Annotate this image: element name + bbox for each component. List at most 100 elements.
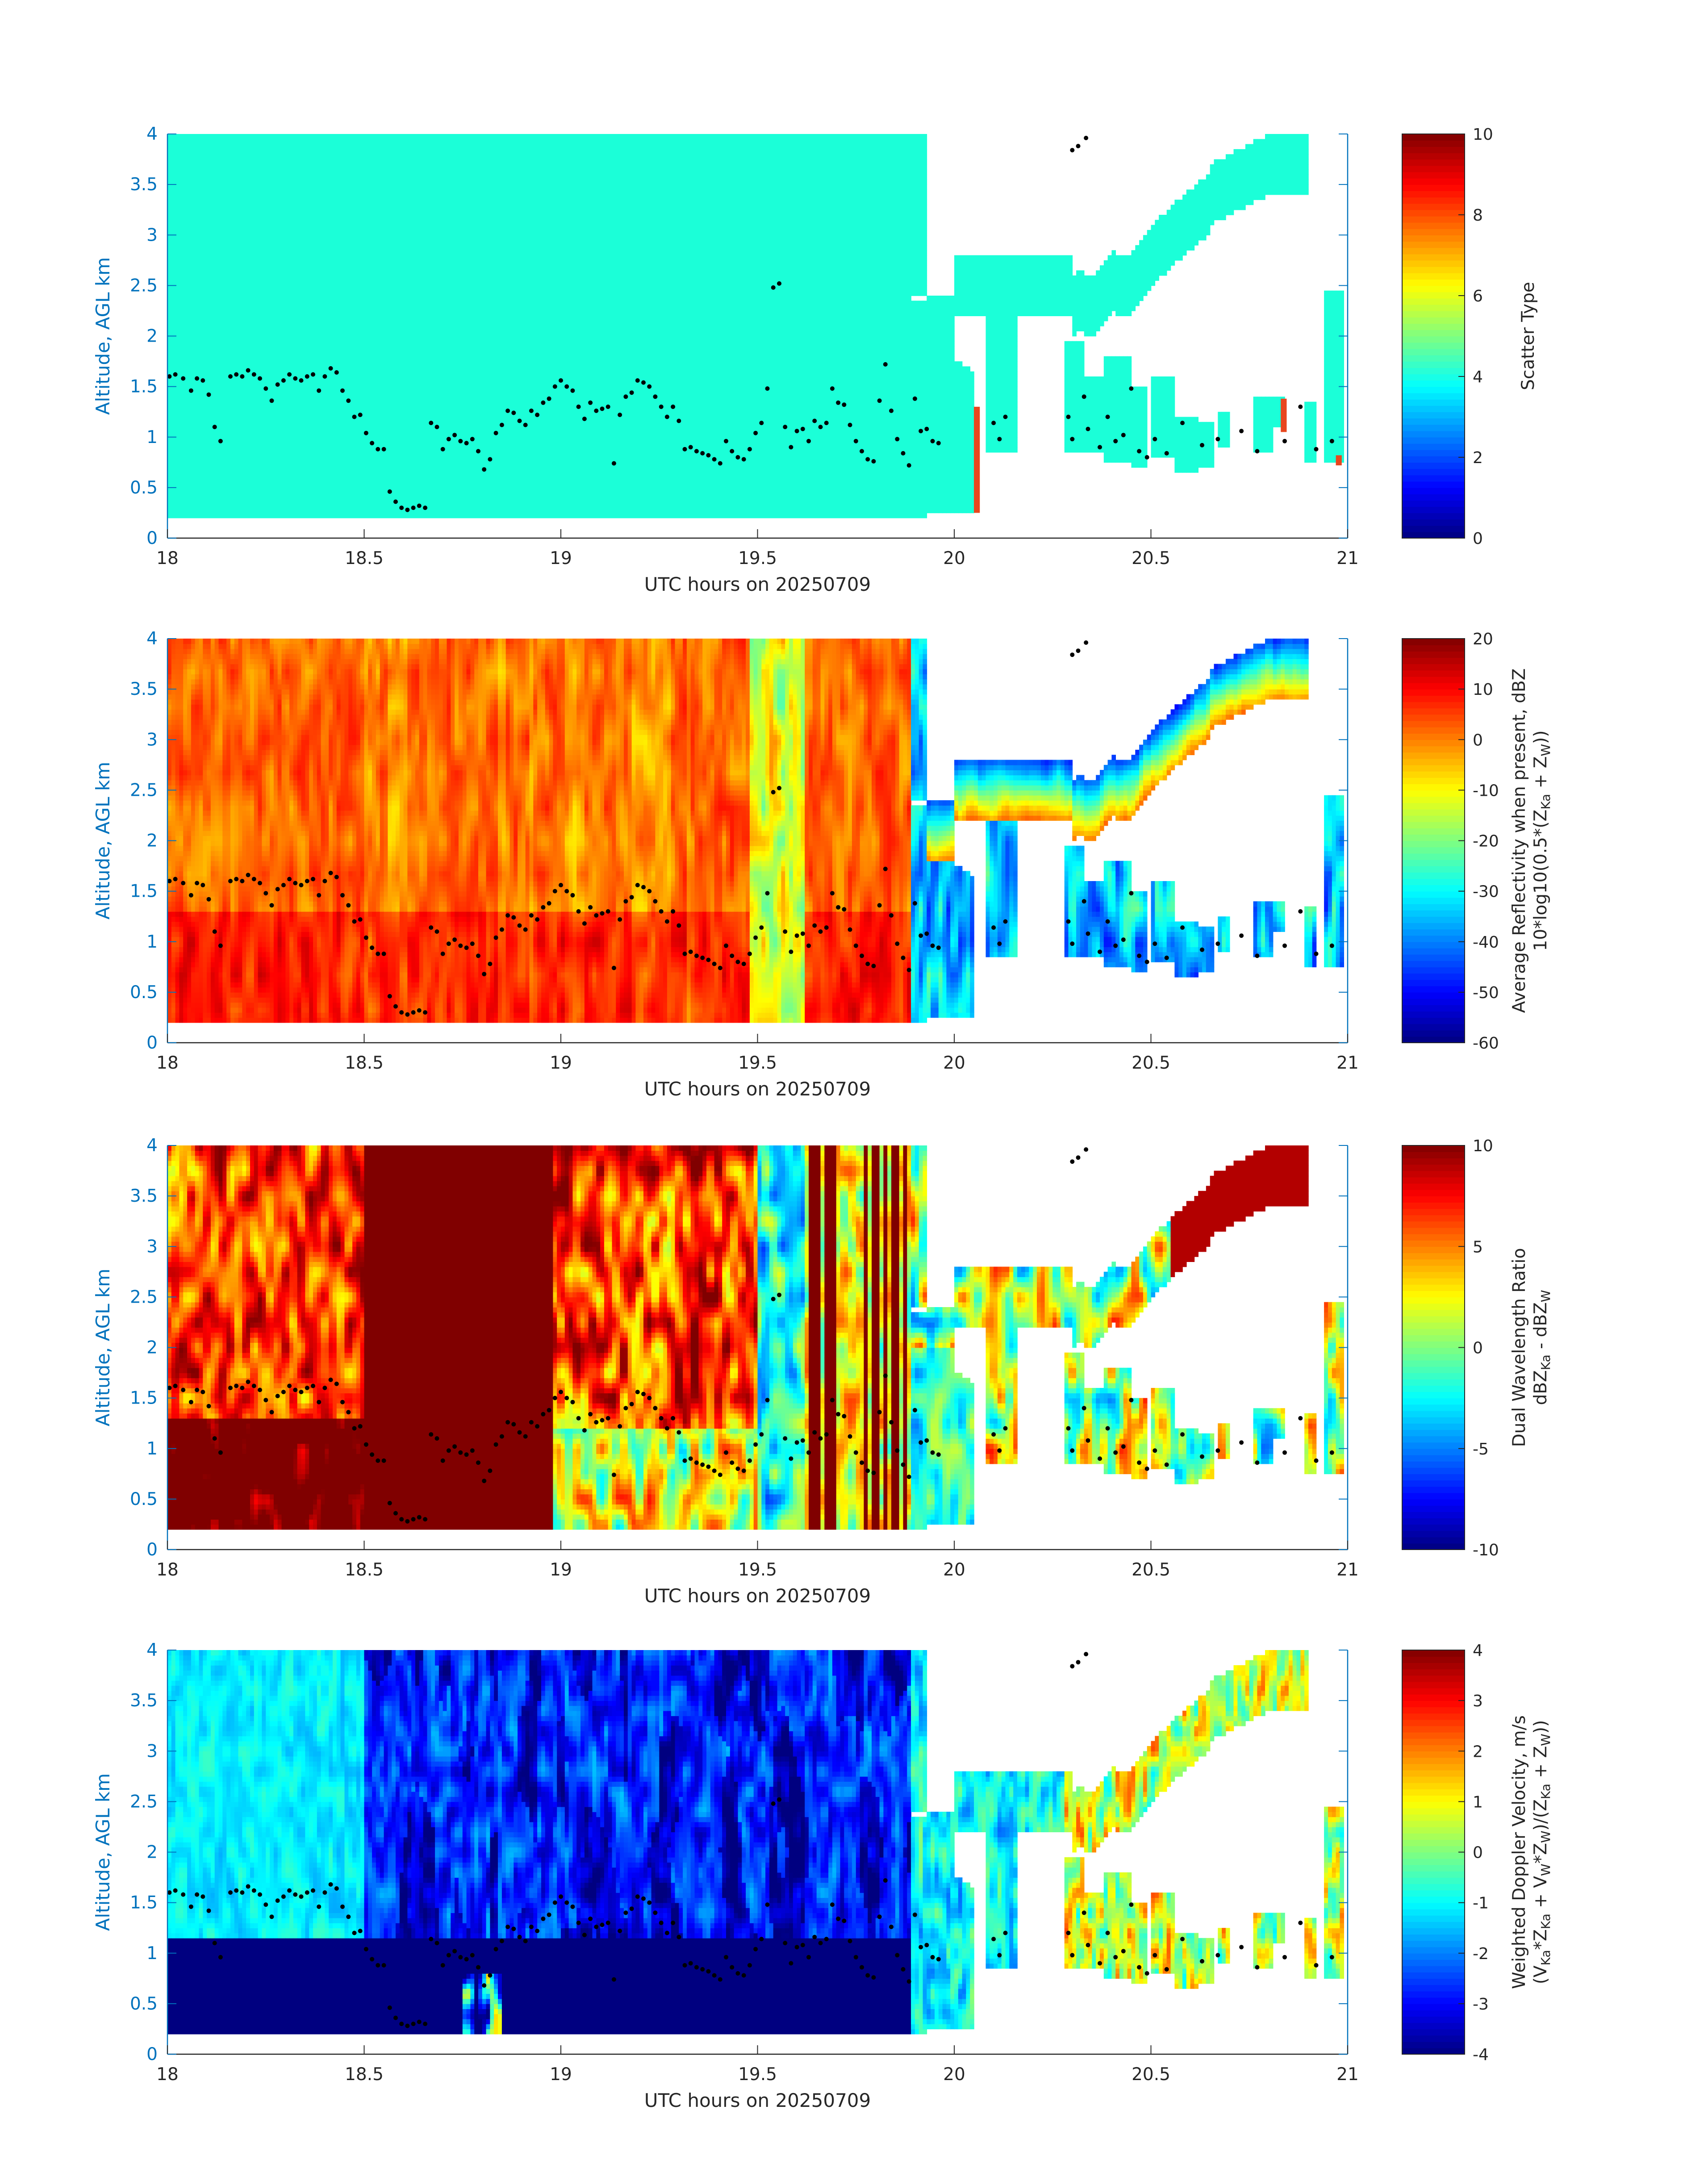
cloud-base-point [1113, 944, 1118, 948]
cloud-base-point [612, 1473, 616, 1477]
cloud-base-point [777, 786, 781, 790]
cloud-base-point [276, 382, 280, 387]
cloud-base-point [411, 506, 416, 510]
cloud-base-point [848, 423, 852, 427]
colorbar-swatch [1402, 1177, 1465, 1184]
cloud-base-point [854, 439, 858, 443]
cloud-base-point [647, 384, 651, 389]
cloud-base-point [842, 1414, 846, 1418]
colorbar-swatch [1402, 172, 1465, 179]
y-tick-label: 0 [146, 2044, 158, 2064]
cloud-base-point [435, 929, 439, 934]
colorbar-swatch [1402, 1941, 1465, 1947]
colorbar-swatch [1402, 992, 1465, 999]
cloud-base-point [618, 1929, 622, 1933]
cloud-base-point [865, 962, 870, 966]
y-tick-label: 1.5 [130, 1893, 158, 1913]
x-tick-label: 18.5 [345, 548, 384, 568]
cloud-base-point [635, 883, 640, 887]
colorbar-swatch [1402, 1404, 1465, 1411]
cloud-base-point [200, 1390, 205, 1394]
colorbar-swatch [1402, 1757, 1465, 1764]
colorbar-swatch [1402, 1335, 1465, 1341]
cloud-base-point [393, 1511, 398, 1516]
colorbar-swatch [1402, 1171, 1465, 1178]
cloud-base-point [765, 386, 770, 391]
cloud-base-point [783, 425, 787, 429]
cloud-base-point [293, 376, 297, 381]
colorbar-swatch [1402, 1922, 1465, 1928]
cloud-base-point [700, 1967, 705, 1972]
colorbar-swatch [1402, 1366, 1465, 1373]
cloud-base-point [1298, 1416, 1303, 1421]
cloud-base-point [488, 962, 492, 966]
colorbar-tick-label: -30 [1473, 883, 1499, 901]
cloud-base-point [1314, 447, 1319, 451]
colorbar-swatch [1402, 974, 1465, 980]
cloud-base-point [317, 389, 321, 393]
cloud-base-point [1282, 944, 1287, 948]
cloud-base-point [523, 1939, 528, 1943]
cloud-base-point [1145, 1467, 1149, 1471]
cloud-base-point [488, 457, 492, 462]
cloud-base-point [789, 1456, 793, 1461]
colorbar-swatch [1402, 815, 1465, 822]
cloud-base-point [647, 889, 651, 894]
cloud-base-point [494, 1947, 498, 1951]
cloud-base-point [322, 879, 327, 883]
cloud-base-point [364, 1442, 368, 1447]
cloud-base-point [1239, 1945, 1244, 1949]
cloud-base-point [742, 1469, 746, 1473]
cloud-base-point [1153, 1953, 1157, 1957]
cloud-base-point [276, 1394, 280, 1398]
colorbar-swatch [1402, 721, 1465, 727]
colorbar-swatch [1402, 166, 1465, 172]
colorbar-swatch [1402, 1030, 1465, 1037]
cloud-base-point [218, 944, 223, 948]
cloud-base-point [523, 1434, 528, 1439]
cloud-base-point [1098, 949, 1102, 954]
cloud-base-point [511, 1926, 516, 1931]
x-tick-label: 18 [156, 2064, 179, 2085]
colorbar-tick-label: -20 [1473, 832, 1499, 851]
cloud-base-point [771, 285, 776, 290]
cloud-base-point [200, 378, 205, 383]
cloud-base-point [1070, 652, 1074, 657]
cloud-base-point [606, 1921, 610, 1925]
cloud-base-point [405, 2024, 409, 2028]
cloud-base-point [470, 1953, 475, 1957]
colorbar-swatch [1402, 1745, 1465, 1751]
cloud-base-point [447, 437, 451, 441]
cloud-base-point [860, 953, 864, 958]
cloud-base-point [423, 1010, 427, 1015]
colorbar-swatch [1402, 1732, 1465, 1739]
cloud-base-point [173, 1889, 178, 1893]
cloud-base-point [399, 1517, 404, 1521]
colorbar-swatch [1402, 298, 1465, 305]
colorbar-swatch [1402, 513, 1465, 519]
cloud-base-point [553, 384, 557, 389]
cloud-base-point [511, 1422, 516, 1426]
colorbar-swatch [1402, 134, 1465, 141]
colorbar-swatch [1402, 1499, 1465, 1506]
colorbar-swatch [1402, 1795, 1465, 1802]
cloud-base-point [258, 376, 262, 381]
cloud-base-point [287, 877, 292, 882]
cloud-base-point [801, 1943, 805, 1947]
y-tick-label: 4 [146, 1136, 158, 1156]
cloud-base-point [588, 1412, 593, 1417]
colorbar-tick-label: 0 [1473, 731, 1483, 749]
cloud-base-point [1282, 1450, 1287, 1455]
cloud-base-point [1239, 1440, 1244, 1445]
cloud-base-point [189, 1400, 193, 1404]
cloud-base-point [812, 1935, 817, 1939]
x-tick-label: 19 [550, 2064, 572, 2085]
colorbar-swatch [1402, 1833, 1465, 1840]
y-axis-label: Altitude, AGL km [92, 762, 114, 919]
colorbar-swatch [1402, 210, 1465, 217]
x-tick-label: 21 [1336, 1053, 1359, 1073]
cloud-base-point [1066, 919, 1071, 924]
cloud-base-point [706, 1465, 710, 1469]
cloud-base-point [240, 1890, 244, 1895]
colorbar-swatch [1402, 904, 1465, 911]
